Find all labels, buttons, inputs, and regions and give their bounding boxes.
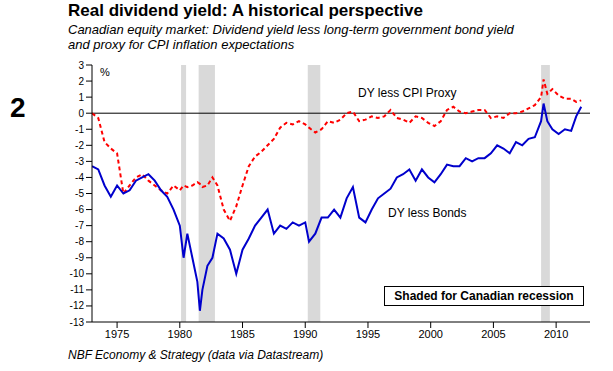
svg-text:-10: -10 [70, 268, 85, 279]
html-text:2: 2 [10, 92, 26, 123]
svg-text:2: 2 [78, 76, 84, 87]
svg-text:-3: -3 [75, 156, 84, 167]
svg-text:2005: 2005 [481, 328, 505, 340]
svg-text:0: 0 [78, 108, 84, 119]
svg-text:-2: -2 [75, 140, 84, 151]
svg-text:2000: 2000 [418, 328, 442, 340]
svg-text:1980: 1980 [168, 328, 192, 340]
svg-text:-6: -6 [75, 204, 84, 215]
svg-text:3: 3 [78, 60, 84, 71]
svg-text:-7: -7 [75, 220, 84, 231]
html-text:and proxy for CPI inflation ex: and proxy for CPI inflation expectations [68, 37, 295, 52]
html-text:Real dividend yield: A histori: Real dividend yield: A historical perspe… [68, 1, 423, 20]
svg-text:-13: -13 [70, 317, 85, 328]
svg-text:1990: 1990 [293, 328, 317, 340]
html-text:DY less CPI Proxy: DY less CPI Proxy [358, 86, 457, 100]
svg-text:-9: -9 [75, 252, 84, 263]
svg-text:-8: -8 [75, 236, 84, 247]
html-text:DY less Bonds: DY less Bonds [388, 206, 467, 220]
html-text:Canadian equity market: Divide: Canadian equity market: Dividend yield l… [68, 22, 514, 37]
svg-text:-4: -4 [75, 172, 84, 183]
svg-text:1: 1 [78, 92, 84, 103]
svg-text:1985: 1985 [230, 328, 254, 340]
html-text:Shaded for Canadian recession: Shaded for Canadian recession [394, 289, 574, 303]
svg-text:-5: -5 [75, 188, 84, 199]
svg-text:1995: 1995 [356, 328, 380, 340]
svg-text:1975: 1975 [105, 328, 129, 340]
svg-text:-1: -1 [75, 124, 84, 135]
svg-text:-12: -12 [70, 300, 85, 311]
svg-text:2010: 2010 [544, 328, 568, 340]
svg-text:-11: -11 [70, 284, 84, 295]
html-text:NBF Economy & Strategy (data v: NBF Economy & Strategy (data via Datastr… [68, 348, 324, 362]
